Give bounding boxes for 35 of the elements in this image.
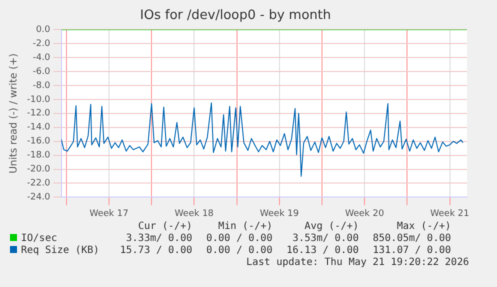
y-tick-label: -24.0 [26, 192, 51, 203]
y-tick-label: -14.0 [26, 122, 51, 133]
legend-label: IO/sec [20, 233, 58, 245]
y-tick-label: -20.0 [26, 164, 51, 175]
y-tick-label: 0.0 [36, 24, 51, 35]
y-tick-label: -10.0 [26, 94, 51, 105]
y-tick-label: -16.0 [26, 136, 51, 147]
y-tick-label: -18.0 [26, 150, 51, 161]
text: Max (-/+) [396, 221, 452, 233]
text: 850.05m/ 0.00 [372, 233, 452, 245]
y-tick-label: -22.0 [26, 178, 51, 189]
legend-label: Req Size (KB) [20, 245, 100, 257]
x-tick-label: Week 21 [430, 208, 470, 219]
y-tick-label: -2.0 [32, 38, 51, 49]
text: 3.33m/ 0.00 [125, 233, 192, 245]
text: 0.00 / 0.00 [205, 233, 272, 245]
text: Min (-/+) [217, 221, 272, 233]
y-tick-label: -8.0 [32, 80, 51, 91]
x-tick-label: Week 19 [260, 208, 300, 219]
text: 15.73 / 0.00 [119, 245, 192, 257]
x-tick-label: Week 20 [345, 208, 384, 219]
chart-title: IOs for /dev/loop0 - by month [140, 8, 331, 24]
y-axis-title: Units read (-) / write (+) [8, 53, 20, 174]
x-tick-label: Week 17 [89, 208, 128, 219]
x-tick-label: Week 18 [174, 208, 214, 219]
y-tick-label: -4.0 [32, 52, 51, 63]
text: Cur (-/+) [137, 221, 192, 233]
y-tick-label: -6.0 [32, 66, 51, 77]
text: 16.13 / 0.00 [285, 245, 359, 257]
text: 0.00 / 0.00 [205, 245, 272, 257]
text: 131.07 / 0.00 [372, 245, 452, 257]
text: Avg (-/+) [304, 221, 359, 233]
y-tick-label: -12.0 [26, 108, 51, 119]
text: 3.53m/ 0.00 [292, 233, 359, 245]
text: Last update: Thu May 21 19:20:22 2026 [246, 257, 469, 268]
